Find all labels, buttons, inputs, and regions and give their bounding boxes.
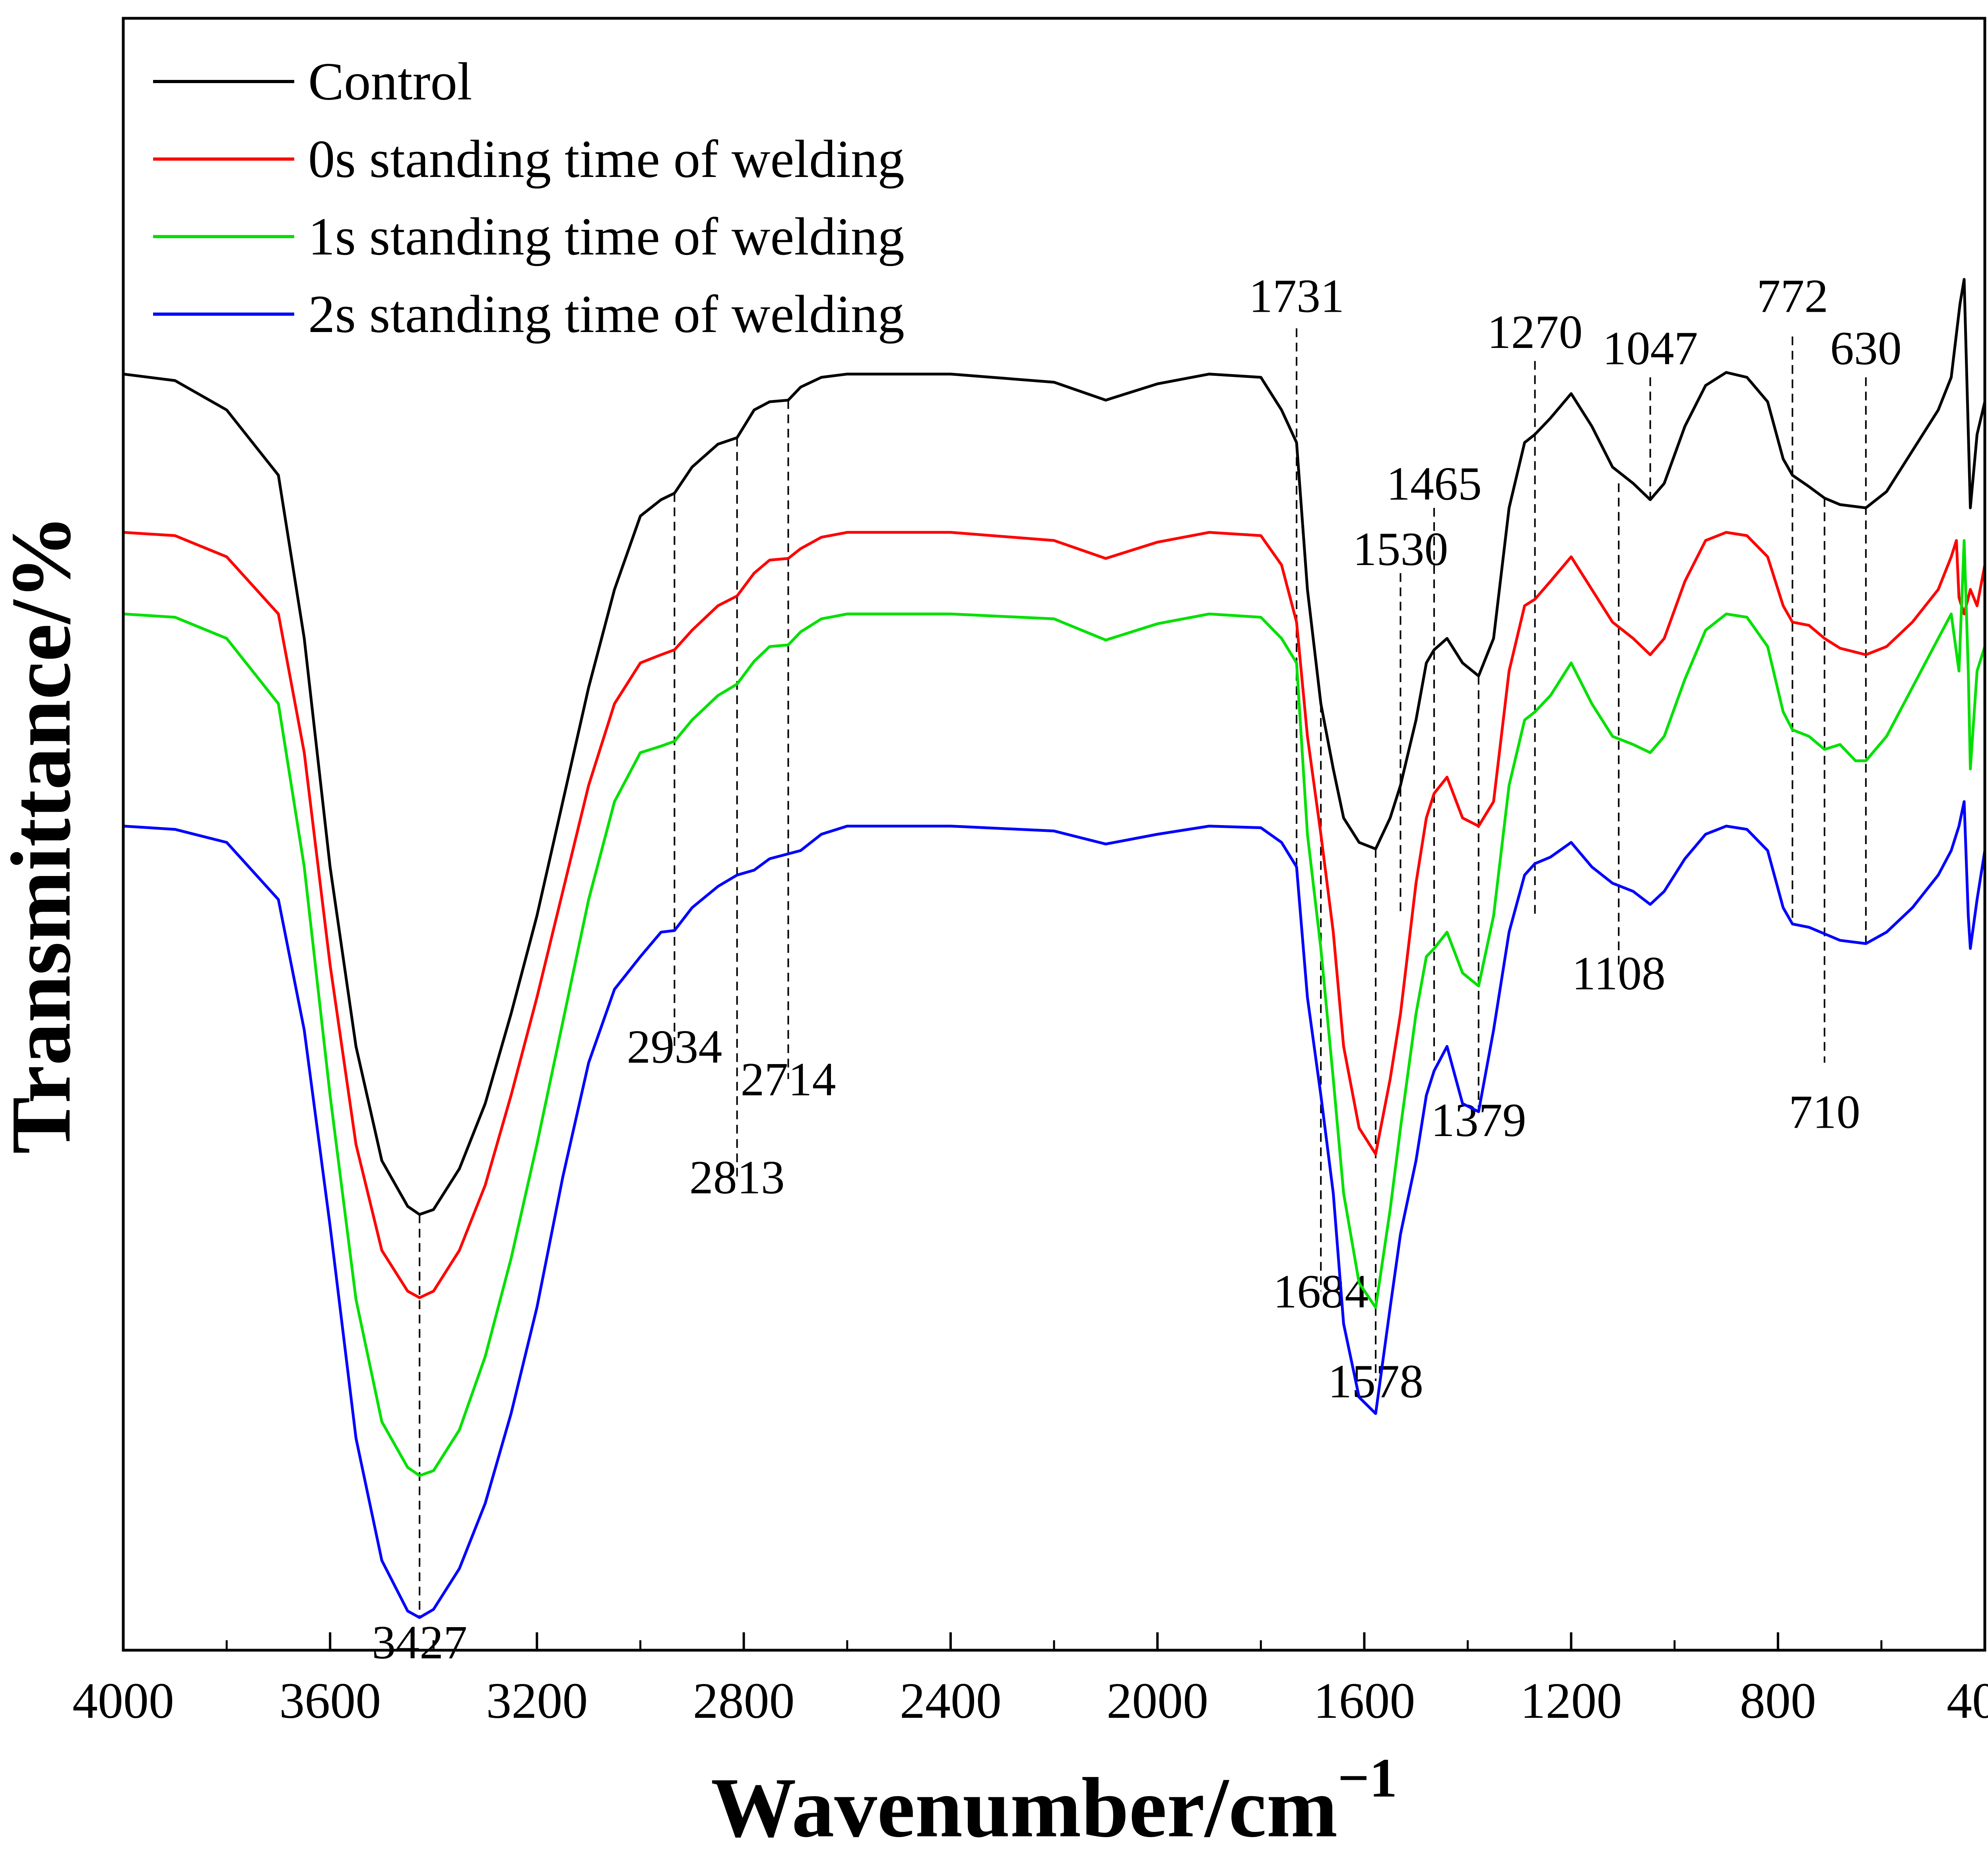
peak-label-3427: 3427 bbox=[372, 1616, 467, 1669]
legend-label-0s-standing-time-of-welding: 0s standing time of welding bbox=[308, 130, 905, 189]
peak-label-1731: 1731 bbox=[1249, 270, 1344, 322]
peak-label-1047: 1047 bbox=[1603, 322, 1698, 375]
legend-label-2s-standing-time-of-welding: 2s standing time of welding bbox=[308, 285, 905, 344]
peak-label-2934: 2934 bbox=[627, 1020, 722, 1073]
x-tick-label-2000: 2000 bbox=[1107, 1672, 1208, 1729]
peak-label-1379: 1379 bbox=[1431, 1094, 1526, 1146]
peak-label-772: 772 bbox=[1757, 270, 1828, 322]
x-tick-label-2400: 2400 bbox=[900, 1672, 1002, 1729]
x-axis-label-exponent: −1 bbox=[1338, 1747, 1397, 1809]
peak-label-1270: 1270 bbox=[1487, 305, 1583, 358]
peak-label-2714: 2714 bbox=[741, 1053, 836, 1106]
plot-frame bbox=[122, 17, 1986, 1652]
legend-label-1s-standing-time-of-welding: 1s standing time of welding bbox=[308, 207, 905, 266]
x-tick-label-3200: 3200 bbox=[486, 1672, 588, 1729]
peak-label-710: 710 bbox=[1789, 1086, 1860, 1138]
legend: Control 0s standing time of welding 1s sta… bbox=[153, 52, 905, 344]
peak-label-1684: 1684 bbox=[1273, 1265, 1369, 1318]
x-tick-label-400: 400 bbox=[1947, 1672, 1988, 1729]
x-tick-label-1200: 1200 bbox=[1520, 1672, 1622, 1729]
peak-label-630: 630 bbox=[1830, 322, 1902, 375]
series-line-1s-standing-time-of-welding bbox=[123, 539, 1986, 1477]
peak-label-2813: 2813 bbox=[689, 1151, 785, 1204]
x-tick-label-800: 800 bbox=[1740, 1672, 1816, 1729]
peak-guide-lines: 3427 2934 2813 2714 1731 1684 1578 1530 1465 1379… bbox=[372, 270, 1902, 1669]
series-line-2s-standing-time-of-welding bbox=[123, 800, 1986, 1619]
series-line-0s-standing-time-of-welding bbox=[123, 531, 1986, 1299]
x-axis-label: Wavenumber/cm−1 bbox=[711, 1747, 1397, 1853]
legend-label-control: Control bbox=[308, 52, 472, 111]
x-tick-label-1600: 1600 bbox=[1313, 1672, 1415, 1729]
x-tick-label-3600: 3600 bbox=[279, 1672, 381, 1729]
peak-label-1108: 1108 bbox=[1572, 947, 1666, 1000]
peak-label-1578: 1578 bbox=[1328, 1355, 1423, 1408]
peak-label-1530: 1530 bbox=[1353, 522, 1448, 575]
peak-label-1465: 1465 bbox=[1386, 457, 1482, 510]
spectra-lines bbox=[123, 278, 1986, 1619]
series-line-control bbox=[123, 278, 1986, 1216]
x-tick-label-2800: 2800 bbox=[693, 1672, 795, 1729]
axes: 4000 3600 3200 2800 2400 2000 1600 1200 800 400 bbox=[72, 1632, 1988, 1729]
x-axis-label-text: Wavenumber/cm bbox=[711, 1760, 1338, 1853]
y-axis-label: Transmittance/% bbox=[0, 515, 88, 1154]
x-tick-label-4000: 4000 bbox=[72, 1672, 174, 1729]
